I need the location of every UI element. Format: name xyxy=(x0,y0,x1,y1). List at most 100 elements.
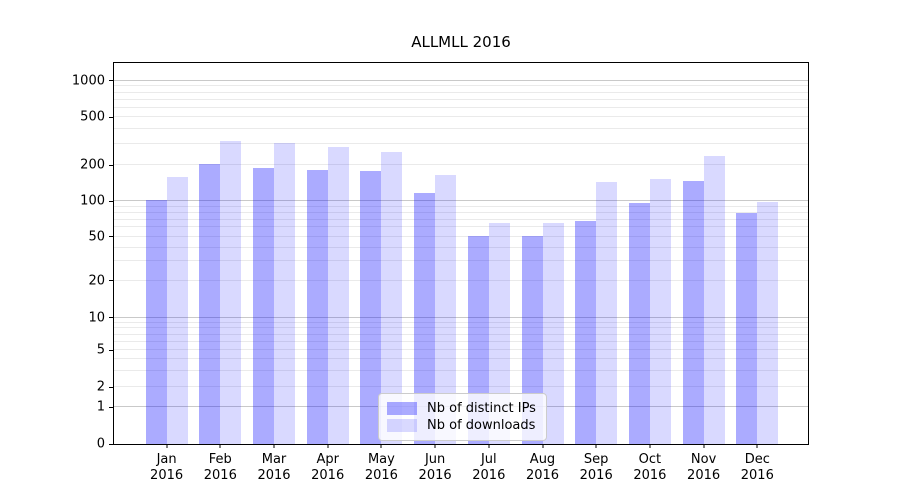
y-tick-mark xyxy=(109,443,113,445)
gridline-minor xyxy=(114,321,808,323)
x-axis-tick-label: Aug 2016 xyxy=(525,452,560,484)
x-tick-mark xyxy=(542,444,543,448)
chart-title: ALLMLL 2016 xyxy=(411,33,511,51)
bar-aug-ips xyxy=(521,235,543,444)
x-tick-mark xyxy=(273,444,275,448)
bar-aug-downloads xyxy=(542,223,564,444)
gridline-minor xyxy=(114,246,808,248)
bar-mar-ips xyxy=(253,167,274,444)
gridline-minor xyxy=(114,369,808,371)
gridline-minor xyxy=(114,128,808,130)
x-tick-mark xyxy=(380,444,382,448)
legend-item: Nb of downloads xyxy=(387,418,536,433)
gridline-minor xyxy=(114,279,808,281)
legend-item: Nb of distinct IPs xyxy=(387,401,536,416)
x-axis-tick-label: Feb 2016 xyxy=(203,452,237,484)
x-tick-mark xyxy=(219,444,221,448)
gridline-minor xyxy=(114,386,808,388)
x-axis-tick-label: Sep 2016 xyxy=(579,452,613,484)
gridline-minor xyxy=(114,143,808,145)
bar-feb-ips xyxy=(199,164,221,444)
x-tick-mark xyxy=(488,444,490,448)
x-axis-tick-label: Mar 2016 xyxy=(257,452,291,484)
x-axis-tick-label: Jun 2016 xyxy=(418,452,452,484)
x-tick-mark xyxy=(649,444,651,448)
gridline-minor xyxy=(114,211,808,213)
y-tick-mark xyxy=(109,116,113,118)
gridline-minor xyxy=(114,235,808,237)
bar-oct-downloads xyxy=(649,179,671,444)
bar-apr-downloads xyxy=(327,147,349,444)
bar-jul-downloads xyxy=(488,222,510,444)
gridline-minor xyxy=(114,98,808,100)
gridline-minor xyxy=(114,333,808,335)
gridline-minor xyxy=(114,260,808,262)
plot-area: ALLMLL 2016 0 1 2 5 10 20 50 100 200 500 1000 Jan 2… xyxy=(72,33,809,483)
gridline-minor xyxy=(114,327,808,329)
y-axis-tick-label: 5 xyxy=(96,342,105,358)
y-tick-mark xyxy=(109,317,113,319)
y-tick-mark xyxy=(109,80,113,82)
bar-sep-ips xyxy=(575,221,597,444)
y-axis-tick-label: 10 xyxy=(88,310,105,326)
gridline-minor xyxy=(114,116,808,118)
bar-may-ips xyxy=(360,170,382,444)
legend-swatch xyxy=(387,402,417,415)
gridline-minor xyxy=(114,205,808,207)
gridline-major xyxy=(114,79,808,81)
y-axis-tick-label: 100 xyxy=(80,193,105,209)
y-axis-tick-label: 0 xyxy=(96,436,105,452)
x-axis-tick-label: Dec 2016 xyxy=(740,452,774,484)
x-axis-tick-label: Nov 2016 xyxy=(687,452,721,484)
bar-apr-ips xyxy=(306,169,328,444)
bar-mar-downloads xyxy=(274,142,295,444)
bar-jun-ips xyxy=(414,192,436,444)
bar-may-downloads xyxy=(381,152,403,444)
bar-jan-downloads xyxy=(166,177,188,444)
y-axis-tick-label: 1000 xyxy=(71,73,105,89)
gridline-major xyxy=(114,316,808,318)
x-axis-tick-label: Apr 2016 xyxy=(311,452,345,484)
y-axis-tick-label: 500 xyxy=(80,109,105,125)
gridline-minor xyxy=(114,218,808,220)
legend-label: Nb of distinct IPs xyxy=(427,401,536,416)
axis-layer: 0 1 2 5 10 20 50 100 200 500 1000 Jan 2016 Feb 2016 M… xyxy=(72,63,808,483)
legend: Nb of distinct IPs Nb of downloads xyxy=(378,393,547,441)
bar-nov-ips xyxy=(682,181,704,444)
y-axis-tick-label: 1 xyxy=(96,399,105,415)
x-axis-tick-label: Jan 2016 xyxy=(150,452,184,484)
y-axis-tick-label: 2 xyxy=(96,379,105,395)
gridline-minor xyxy=(114,164,808,166)
bar-jan-ips xyxy=(145,199,167,444)
x-tick-mark xyxy=(595,444,597,448)
gridline-minor xyxy=(114,106,808,108)
y-tick-mark xyxy=(109,280,113,282)
x-axis-tick-label: Jul 2016 xyxy=(472,452,506,484)
bars-layer xyxy=(114,63,808,444)
y-axis-tick-label: 200 xyxy=(80,157,105,173)
y-tick-mark xyxy=(109,164,113,166)
y-axis-tick-label: 20 xyxy=(88,273,105,289)
y-tick-mark xyxy=(109,200,113,202)
legend-swatch xyxy=(387,419,417,432)
bar-sep-downloads xyxy=(596,181,618,444)
x-axis-tick-label: Oct 2016 xyxy=(633,452,667,484)
x-tick-mark xyxy=(756,444,758,448)
y-axis-tick-label: 50 xyxy=(88,229,105,245)
y-tick-mark xyxy=(109,386,113,388)
gridline-minor xyxy=(114,358,808,360)
bar-feb-downloads xyxy=(220,140,242,444)
y-tick-mark xyxy=(109,406,113,408)
gridline-minor xyxy=(114,91,808,93)
x-tick-mark xyxy=(166,444,168,448)
gridline-minor xyxy=(114,85,808,87)
bar-jun-downloads xyxy=(435,175,457,444)
legend-label: Nb of downloads xyxy=(427,418,536,433)
x-tick-mark xyxy=(327,444,329,448)
bar-nov-downloads xyxy=(703,156,725,444)
gridline-minor xyxy=(114,340,808,342)
y-tick-mark xyxy=(109,236,113,238)
x-axis-tick-label: May 2016 xyxy=(364,452,398,484)
y-tick-mark xyxy=(109,349,113,351)
